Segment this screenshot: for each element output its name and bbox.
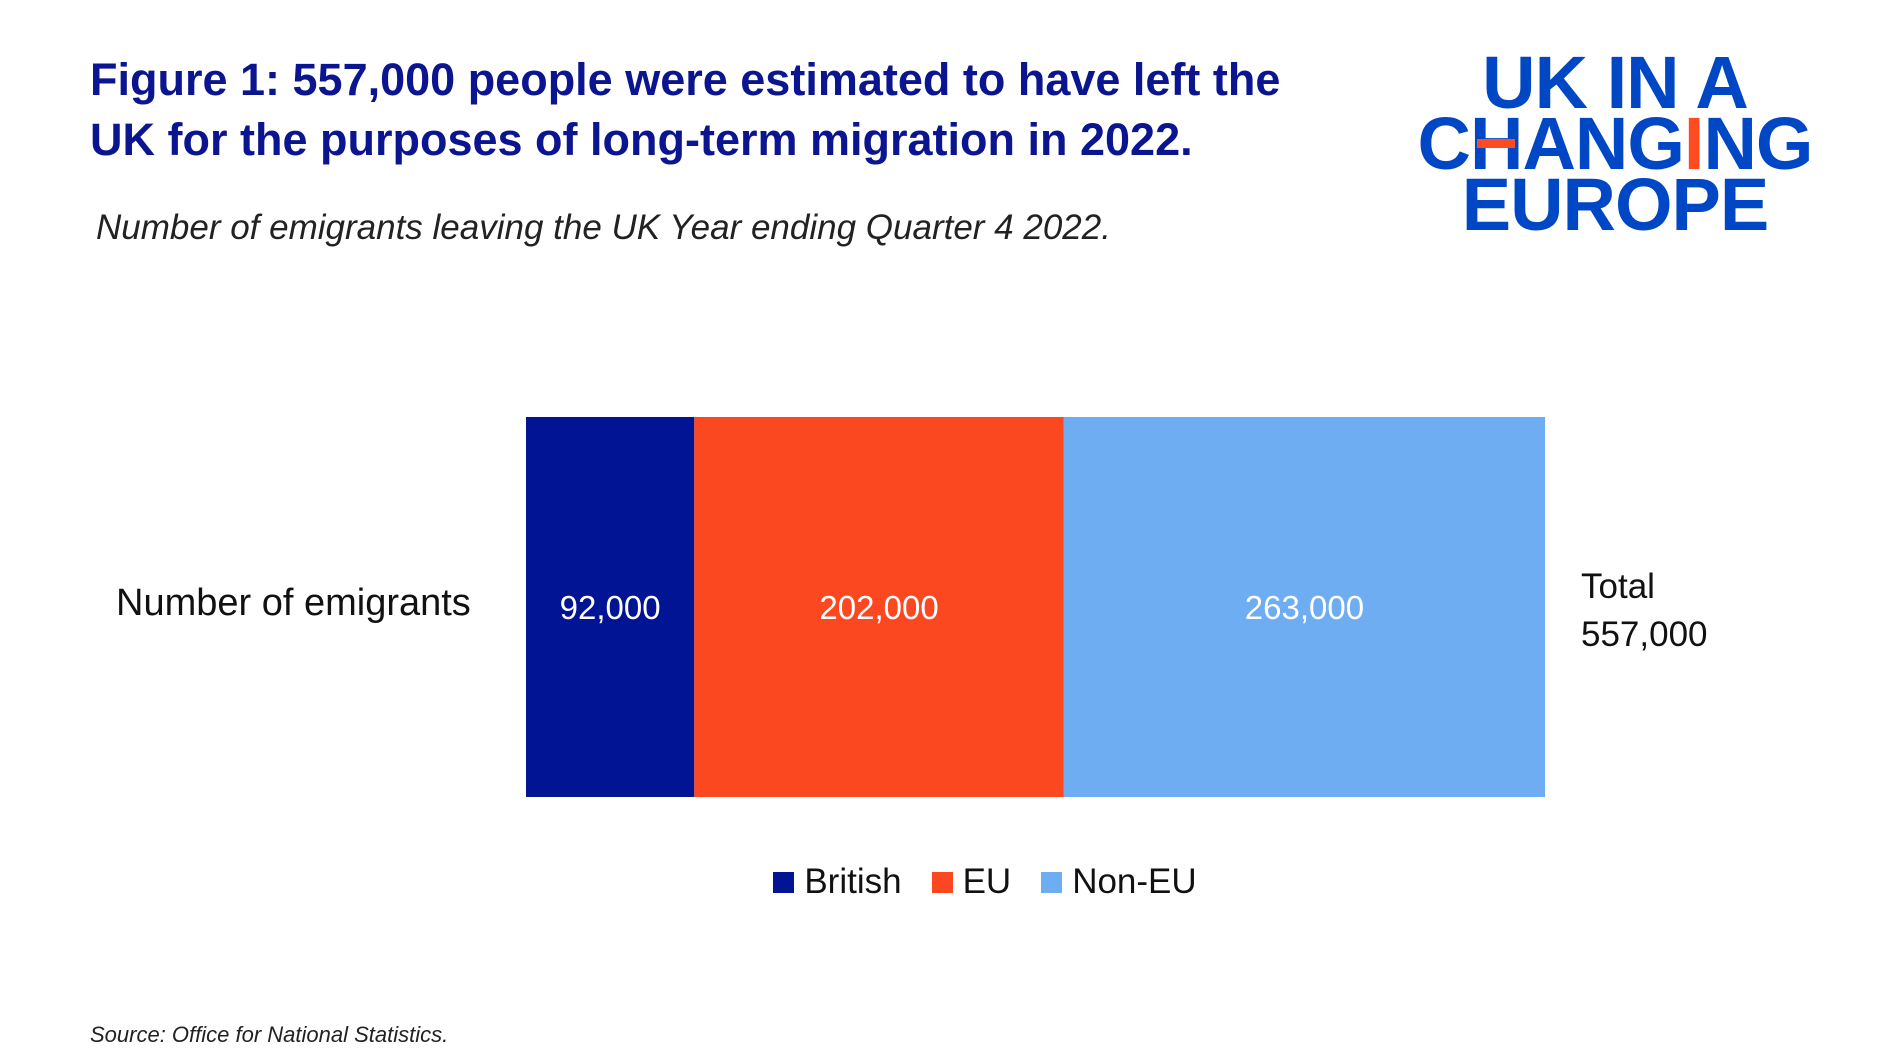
bar-segment-british [526, 417, 695, 797]
legend: British EU Non-EU [0, 862, 1890, 902]
data-label: 202,000 [819, 589, 938, 626]
legend-item-british: British [773, 862, 902, 902]
total-label: Total [1581, 567, 1655, 606]
uk-in-a-changing-europe-logo: UK IN A CH ANGING EUROPE [1405, 41, 1825, 246]
legend-label: Non-EU [1072, 862, 1197, 901]
legend-swatch [931, 871, 953, 893]
chart-title: Figure 1: 557,000 people were estimated … [90, 54, 1281, 165]
legend-label: EU [962, 862, 1012, 901]
legend-item-non-eu: Non-EU [1041, 862, 1197, 902]
logo-line-1: UK IN A [1482, 41, 1749, 124]
logo-line-2: CH ANGING [1417, 102, 1814, 185]
total-value: 557,000 [1581, 615, 1708, 654]
legend-swatch [773, 871, 795, 893]
legend-label: British [804, 862, 902, 901]
chart-subtitle: Number of emigrants leaving the UK Year … [96, 208, 1111, 247]
data-label: 92,000 [560, 589, 661, 626]
category-label: Number of emigrants [116, 582, 471, 624]
legend-swatch [1041, 871, 1063, 893]
bar-segment-eu [694, 417, 1064, 797]
source-note: Source: Office for National Statistics. [90, 1022, 449, 1047]
legend-item-eu: EU [931, 862, 1012, 902]
logo-line-3: EUROPE [1461, 163, 1770, 246]
bar-segment-non-eu [1063, 417, 1545, 797]
total-annotation: Total 557,000 [1581, 563, 1708, 659]
data-label: 263,000 [1245, 589, 1364, 626]
